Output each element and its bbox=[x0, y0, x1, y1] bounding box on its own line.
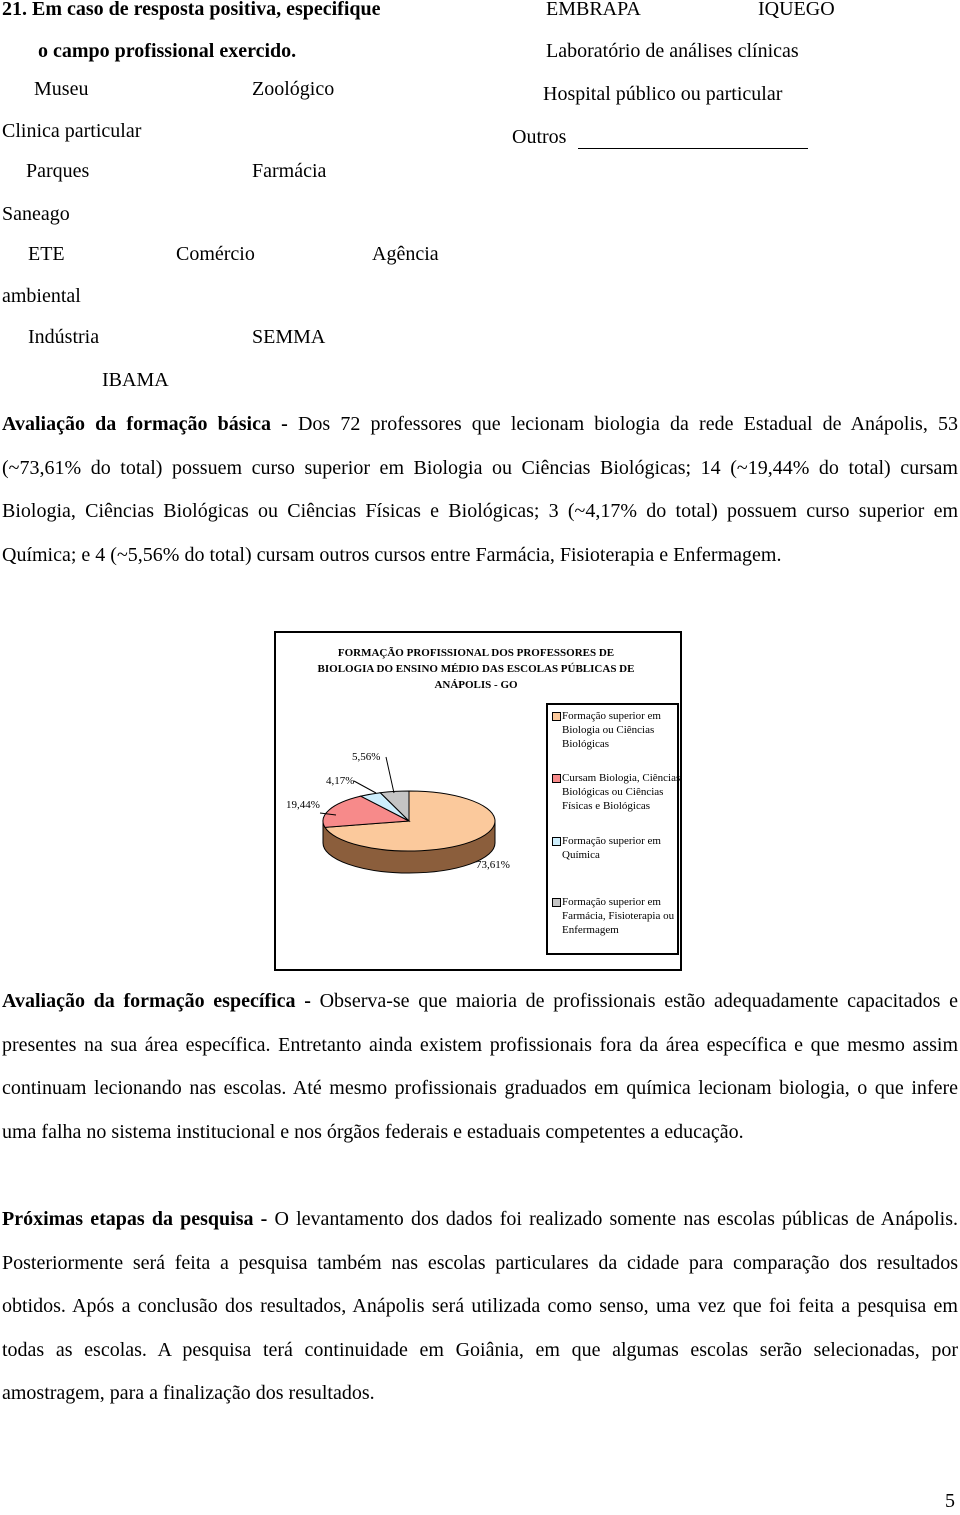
question-title: 21. Em caso de resposta positiva, especi… bbox=[2, 0, 381, 20]
paragraph: Avaliação da formação específica - Obser… bbox=[2, 980, 958, 1154]
legend-item: Formação superior em Farmácia, Fisiotera… bbox=[552, 895, 686, 937]
leader-line bbox=[353, 780, 377, 794]
option: ambiental bbox=[2, 285, 81, 307]
legend-label: Cursam Biologia, Ciências Biológicas ou … bbox=[562, 772, 681, 812]
option: Indústria bbox=[28, 326, 100, 348]
legend: Formação superior em Biologia ou Ciência… bbox=[546, 703, 680, 955]
option: Laboratório de análises clínicas bbox=[546, 40, 799, 62]
legend-item: Formação superior em Biologia ou Ciência… bbox=[552, 709, 686, 751]
option: Parques bbox=[26, 160, 90, 182]
paragraph-lead: Avaliação da formação específica - bbox=[2, 990, 311, 1012]
option: Outros bbox=[512, 126, 567, 148]
legend-label: Formação superior em Química bbox=[562, 835, 661, 861]
legend-label: Formação superior em Biologia ou Ciência… bbox=[562, 710, 661, 750]
option: Comércio bbox=[176, 243, 255, 265]
legend-swatch bbox=[552, 774, 561, 783]
paragraph: Avaliação da formação básica - Dos 72 pr… bbox=[2, 403, 958, 577]
legend-swatch bbox=[552, 712, 561, 721]
chart: FORMAÇÃO PROFISSIONAL DOS PROFESSORES DE… bbox=[274, 631, 682, 971]
paragraph-lead: Próximas etapas da pesquisa - bbox=[2, 1208, 268, 1230]
question-title: o campo profissional exercido. bbox=[38, 40, 297, 62]
option: Agência bbox=[372, 243, 439, 265]
value-label: 19,44% bbox=[286, 799, 320, 811]
option: Clinica particular bbox=[2, 120, 142, 142]
legend-swatch bbox=[552, 898, 561, 907]
page-number: 5 bbox=[945, 1490, 955, 1512]
paragraph-text: Dos 72 professores que lecionam biologia… bbox=[2, 413, 958, 566]
option: Museu bbox=[34, 78, 89, 100]
option: IQUEGO bbox=[758, 0, 835, 20]
option: Saneago bbox=[2, 203, 70, 225]
legend-item: Cursam Biologia, Ciências Biológicas ou … bbox=[552, 771, 686, 813]
paragraph-text: O levantamento dos dados foi realizado s… bbox=[2, 1208, 958, 1405]
legend-label: Formação superior em Farmácia, Fisiotera… bbox=[562, 896, 675, 936]
option: ETE bbox=[28, 243, 65, 265]
value-label: 73,61% bbox=[476, 859, 510, 871]
paragraph-lead: Avaliação da formação básica - bbox=[2, 413, 288, 435]
pie-slice bbox=[322, 795, 411, 828]
leader-line bbox=[319, 812, 337, 816]
option: EMBRAPA bbox=[546, 0, 641, 20]
option: Farmácia bbox=[252, 160, 327, 182]
paragraph: Próximas etapas da pesquisa - O levantam… bbox=[2, 1198, 958, 1416]
value-label: 4,17% bbox=[326, 775, 355, 787]
pie bbox=[319, 756, 496, 874]
blank-line bbox=[578, 148, 808, 149]
option: IBAMA bbox=[102, 369, 169, 391]
chart-title: FORMAÇÃO PROFISSIONAL DOS PROFESSORES DE… bbox=[317, 647, 635, 691]
value-label: 5,56% bbox=[352, 751, 381, 763]
option: SEMMA bbox=[252, 326, 326, 348]
option: Hospital público ou particular bbox=[543, 83, 783, 105]
legend-swatch bbox=[552, 837, 561, 846]
pie-slice bbox=[379, 790, 410, 823]
leader-line bbox=[385, 756, 395, 794]
legend-item: Formação superior em Química bbox=[552, 834, 686, 862]
paragraph-text: Observa-se que maioria de profissionais … bbox=[2, 990, 958, 1143]
option: Zoológico bbox=[252, 78, 335, 100]
